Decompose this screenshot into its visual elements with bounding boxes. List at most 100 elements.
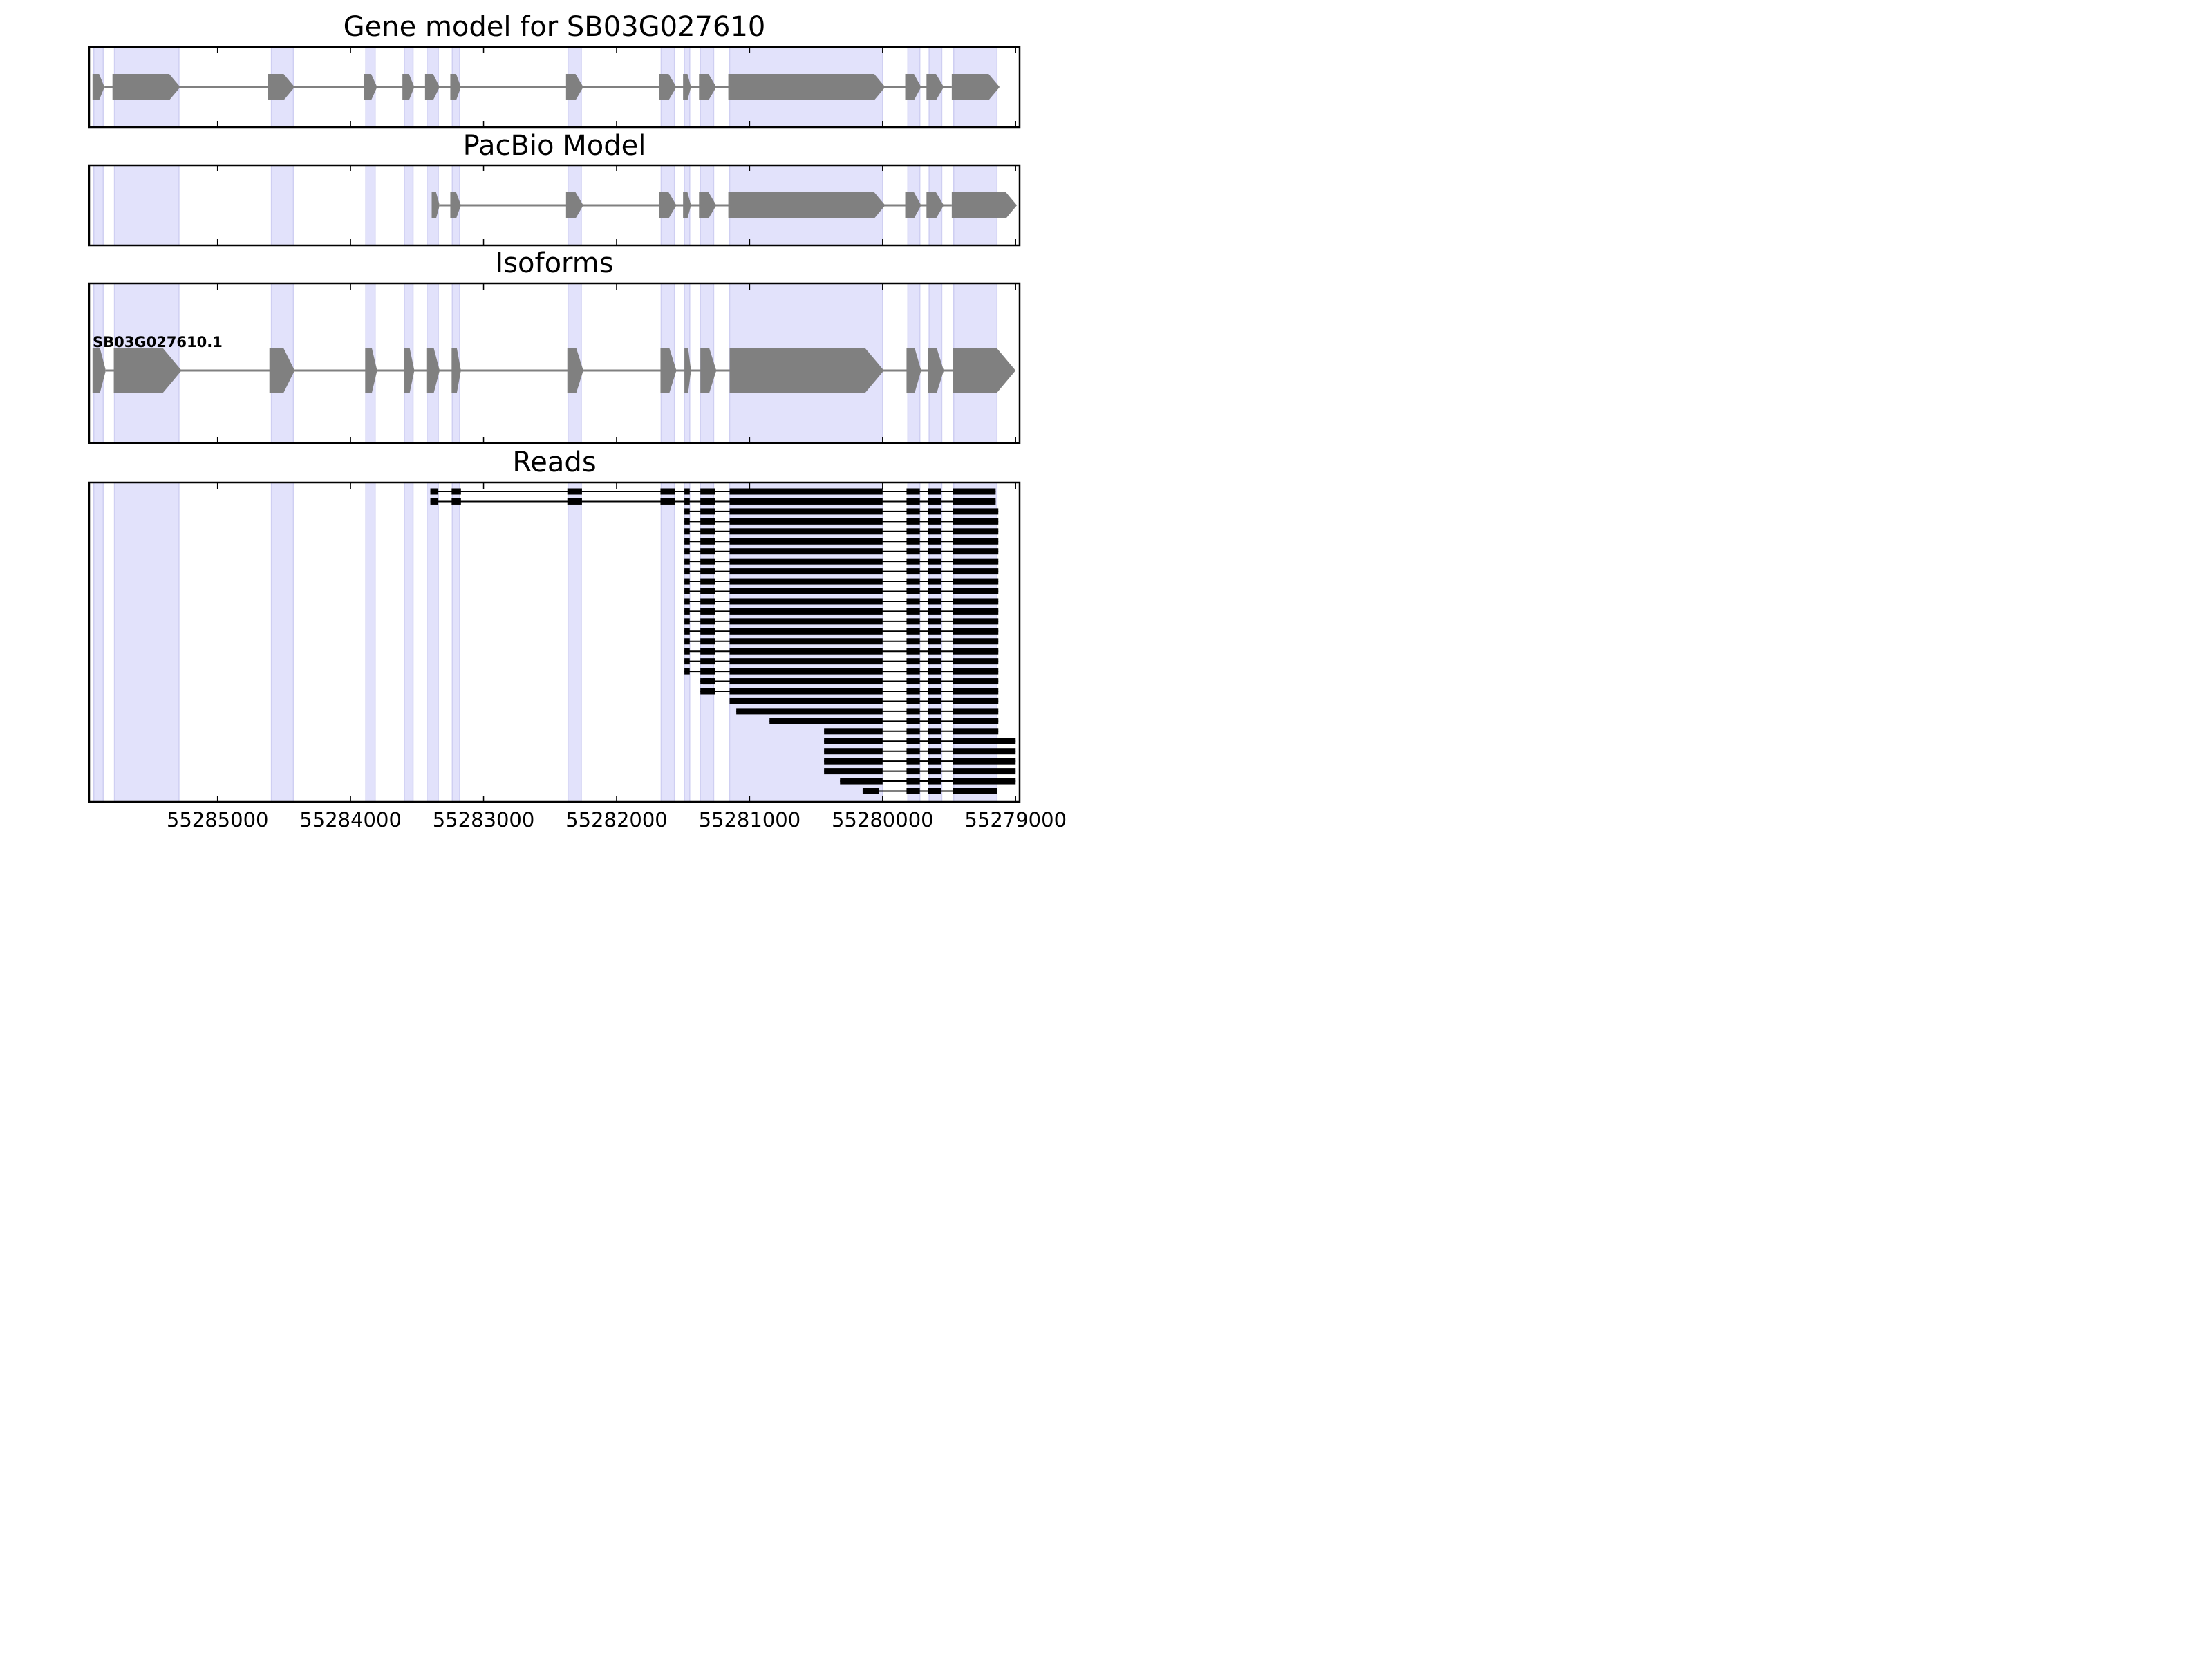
read-block [953, 538, 999, 545]
exon-arrow [953, 348, 1016, 393]
read-block [729, 628, 883, 635]
exon-arrow [906, 348, 921, 393]
read-block [684, 638, 690, 645]
read-block [729, 578, 883, 585]
exon-arrow [92, 74, 105, 100]
read-block [953, 498, 996, 505]
read-block [700, 488, 715, 495]
read-block [451, 488, 461, 495]
exon-arrow [699, 192, 717, 218]
read-block [684, 548, 690, 555]
read-block [928, 668, 941, 675]
exon-arrow [928, 348, 944, 393]
exon-arrow [450, 74, 461, 100]
read-block [906, 608, 920, 615]
read-block [953, 548, 999, 555]
exon-arrow [565, 192, 583, 218]
exon-highlight [427, 482, 439, 803]
read-block [451, 498, 461, 505]
read-block [684, 648, 690, 655]
read-block [700, 528, 715, 535]
read-block [953, 578, 999, 585]
read-block [729, 598, 883, 605]
read-block [700, 578, 715, 585]
read-block [906, 588, 920, 594]
read-block [729, 618, 883, 625]
read-block [906, 528, 920, 535]
read-block [953, 758, 1016, 765]
read-block [824, 728, 883, 735]
read-block [684, 578, 690, 585]
read-block [906, 638, 920, 645]
read-block [953, 628, 999, 635]
read-block [700, 678, 715, 685]
read-block [906, 548, 920, 555]
read-block [953, 697, 999, 704]
pacbio-model-panel: PacBio Model [88, 130, 1021, 247]
x-tick-label: 55283000 [433, 808, 535, 830]
panel-title: Gene model for SB03G027610 [344, 11, 766, 43]
read-block [700, 508, 715, 515]
exon-arrow [402, 74, 415, 100]
read-block [928, 498, 941, 505]
exon-arrow [451, 348, 461, 393]
exon-arrow [905, 74, 921, 100]
x-tick-label: 55284000 [299, 808, 402, 830]
read-block [928, 488, 941, 495]
x-tick-label: 55279000 [964, 808, 1067, 830]
read-block [928, 588, 941, 594]
read-block [928, 548, 941, 555]
exon-highlight [270, 165, 294, 246]
read-block [824, 738, 883, 744]
read-block [928, 638, 941, 645]
read-block [906, 758, 920, 765]
exon-arrow [426, 348, 440, 393]
exon-highlight [451, 482, 460, 803]
exon-arrow [683, 74, 691, 100]
read-block [906, 728, 920, 735]
read-block [684, 518, 690, 525]
gene-structure-figure: Gene model for SB03G027610 PacBio Model … [88, 11, 1067, 830]
read-block [729, 668, 883, 675]
read-block [729, 538, 883, 545]
exon-arrow [268, 74, 295, 100]
exon-arrow [113, 348, 182, 393]
exon-arrow [926, 192, 944, 218]
read-block [684, 608, 690, 615]
read-block [906, 648, 920, 655]
read-block [729, 678, 883, 685]
exon-arrow [728, 74, 885, 100]
exon-arrow [424, 74, 440, 100]
exon-arrow [659, 74, 677, 100]
read-block [567, 488, 582, 495]
read-block [700, 568, 715, 575]
read-block [953, 528, 999, 535]
read-block [953, 778, 1016, 785]
read-block [953, 668, 999, 675]
read-block [700, 538, 715, 545]
exon-highlight [270, 482, 294, 803]
x-tick-label: 55282000 [565, 808, 668, 830]
read-block [906, 618, 920, 625]
exon-arrow [951, 74, 1000, 100]
read-block [729, 498, 883, 505]
read-block [906, 538, 920, 545]
read-block [824, 758, 883, 765]
read-block [729, 528, 883, 535]
read-block [684, 558, 690, 565]
read-block [684, 508, 690, 515]
read-block [928, 518, 941, 525]
read-block [928, 648, 941, 655]
read-block [928, 568, 941, 575]
read-block [953, 688, 999, 695]
exon-highlight [404, 165, 414, 246]
read-block [906, 518, 920, 525]
exon-highlight [567, 482, 582, 803]
read-block [953, 518, 999, 525]
x-tick-label: 55281000 [699, 808, 801, 830]
x-axis: 55285000 55284000 55283000 55282000 55281000… [167, 808, 1067, 830]
read-block [953, 488, 996, 495]
read-block [769, 718, 883, 724]
read-block [700, 618, 715, 625]
read-block [567, 498, 582, 505]
